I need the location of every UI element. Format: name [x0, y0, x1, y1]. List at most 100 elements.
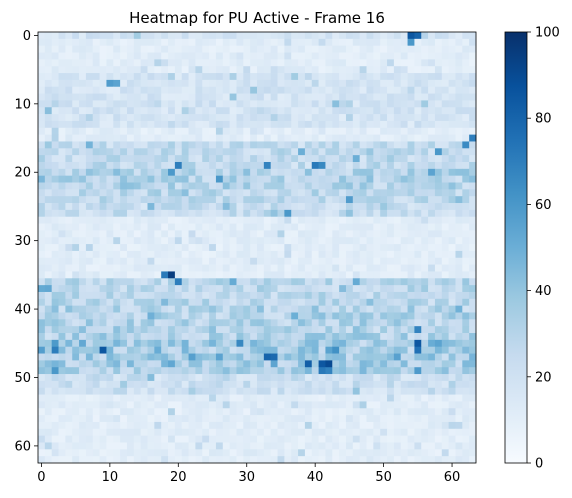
heatmap-cell [202, 223, 210, 231]
heatmap-cell [318, 73, 326, 81]
heatmap-cell [277, 339, 285, 348]
heatmap-cell [298, 230, 306, 238]
heatmap-cell [291, 66, 299, 74]
heatmap-cell [263, 182, 272, 190]
heatmap-cell [195, 45, 203, 53]
heatmap-cell [106, 93, 114, 101]
heatmap-cell [202, 298, 210, 306]
heatmap-cell [58, 32, 66, 40]
heatmap-cell [304, 346, 313, 354]
heatmap-cell [202, 428, 210, 436]
heatmap-cell [195, 107, 203, 115]
heatmap-cell [174, 244, 183, 252]
heatmap-cell [414, 73, 422, 81]
heatmap-cell [113, 168, 121, 177]
heatmap-cell [373, 353, 381, 361]
heatmap-cell [44, 182, 53, 190]
heatmap-cell [414, 189, 422, 197]
heatmap-cell [236, 32, 244, 40]
heatmap-cell [352, 100, 360, 108]
heatmap-cell [51, 415, 59, 423]
heatmap-cell [243, 45, 251, 53]
heatmap-cell [222, 353, 230, 361]
heatmap-cell [393, 456, 402, 464]
heatmap-cell [250, 305, 258, 313]
heatmap-cell [133, 52, 141, 60]
heatmap-cell [140, 230, 148, 238]
heatmap-cell [65, 189, 73, 197]
heatmap-cell [448, 148, 456, 156]
heatmap-cell [359, 291, 367, 300]
heatmap-cell [140, 237, 148, 245]
heatmap-cell [181, 141, 189, 149]
heatmap-cell [462, 291, 470, 300]
heatmap-cell [277, 141, 285, 149]
heatmap-cell [284, 367, 292, 375]
heatmap-cell [113, 230, 121, 238]
heatmap-cell [126, 86, 135, 94]
heatmap-cell [339, 155, 347, 163]
heatmap-cell [209, 59, 217, 67]
heatmap-cell [380, 401, 388, 409]
heatmap-cell [380, 380, 388, 389]
heatmap-cell [215, 298, 224, 306]
heatmap-cell [352, 244, 360, 252]
heatmap-cell [72, 189, 80, 197]
heatmap-cell [174, 230, 183, 238]
heatmap-cell [85, 114, 94, 122]
heatmap-cell [359, 401, 367, 409]
heatmap-cell [441, 73, 449, 81]
heatmap-cell [462, 114, 470, 122]
heatmap-cell [126, 278, 135, 286]
heatmap-cell [133, 285, 141, 293]
heatmap-cell [236, 428, 244, 436]
heatmap-cell [428, 380, 436, 389]
heatmap-cell [332, 196, 340, 204]
heatmap-cell [441, 298, 449, 306]
heatmap-cell [434, 415, 443, 423]
heatmap-cell [291, 285, 299, 293]
heatmap-cell [339, 127, 347, 135]
heatmap-cell [455, 79, 463, 88]
heatmap-cell [434, 161, 443, 170]
heatmap-cell [161, 93, 169, 101]
heatmap-cell [304, 203, 313, 211]
heatmap-cell [455, 257, 463, 265]
heatmap-cell [455, 161, 463, 170]
heatmap-cell [332, 45, 340, 53]
heatmap-cell [92, 175, 100, 183]
heatmap-cell [400, 264, 408, 272]
heatmap-cell [215, 168, 224, 177]
heatmap-cell [345, 408, 354, 416]
heatmap-cell [311, 209, 319, 218]
heatmap-cell [366, 298, 374, 306]
heatmap-cell [298, 161, 306, 170]
heatmap-cell [345, 59, 354, 67]
heatmap-cell [85, 189, 94, 197]
heatmap-cell [434, 326, 443, 334]
heatmap-cell [168, 346, 176, 354]
heatmap-cell [407, 374, 415, 382]
heatmap-cell [38, 298, 46, 306]
heatmap-cell [92, 353, 100, 361]
heatmap-cell [393, 209, 402, 218]
heatmap-cell [304, 107, 313, 115]
heatmap-cell [38, 367, 46, 375]
heatmap-cell [434, 394, 443, 402]
heatmap-cell [133, 93, 141, 101]
heatmap-cell [407, 319, 415, 327]
heatmap-cell [448, 141, 456, 149]
heatmap-cell [291, 182, 299, 190]
heatmap-cell [38, 244, 46, 252]
heatmap-cell [400, 250, 408, 259]
heatmap-cell [325, 360, 333, 368]
heatmap-cell [455, 45, 463, 53]
heatmap-cell [298, 312, 306, 320]
heatmap-cell [339, 374, 347, 382]
heatmap-cell [106, 189, 114, 197]
heatmap-cell [318, 415, 326, 423]
heatmap-cell [407, 230, 415, 238]
heatmap-cell [161, 312, 169, 320]
heatmap-cell [188, 401, 196, 409]
